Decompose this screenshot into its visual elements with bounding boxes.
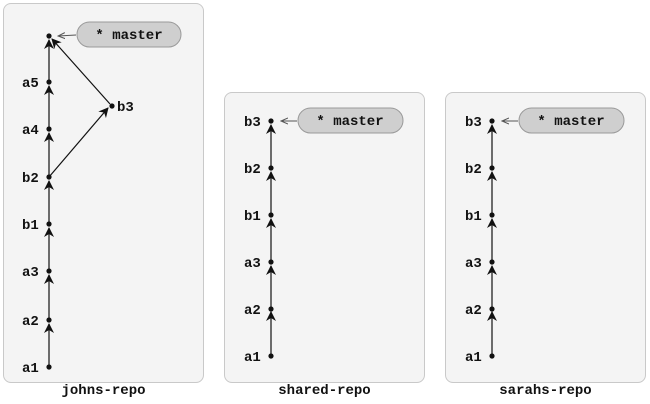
branch-pointer-arrow (58, 35, 77, 36)
commit-dot (46, 79, 52, 85)
commit-dot (268, 118, 274, 124)
branch-badge-label: * master (537, 114, 604, 130)
commit-dot (46, 174, 52, 180)
commit-label: a3 (244, 256, 261, 272)
commit-label: b3 (244, 115, 261, 131)
edge-b3-merge (51, 38, 111, 105)
shared-repo-graph: a1 a2 a3 b1 b2 b3 * master (244, 107, 404, 366)
commit-label: a1 (244, 350, 261, 366)
commit-label: b1 (465, 209, 482, 225)
commit-dot (268, 306, 274, 312)
commit-dot (489, 306, 495, 312)
commit-label: a2 (22, 314, 39, 330)
sarahs-repo-graph: a1 a2 a3 b1 b2 b3 * master (465, 107, 625, 366)
commit-dot (46, 364, 52, 370)
shared-repo-panel (224, 92, 425, 383)
branch-badge (297, 107, 404, 134)
sarahs-repo-panel (445, 92, 646, 383)
commit-label: a1 (465, 350, 482, 366)
commit-dot (489, 118, 495, 124)
commit-dot (46, 126, 52, 132)
repo-caption-johns: johns-repo (61, 383, 146, 399)
commit-label: b2 (244, 162, 261, 178)
johns-repo-panel (3, 3, 204, 383)
commit-label: a3 (22, 265, 39, 281)
commit-label: b3 (465, 115, 482, 131)
repo-caption-sarahs: sarahs-repo (499, 383, 592, 399)
commit-label: b2 (22, 171, 39, 187)
commit-dot (268, 165, 274, 171)
johns-repo-graph: a1 a2 a3 b1 b2 a4 a5 b3 * master (22, 21, 182, 377)
commit-dot (46, 268, 52, 274)
branch-badge (518, 107, 625, 134)
commit-label: a2 (244, 303, 261, 319)
commit-label: a5 (22, 76, 39, 92)
branch-badge-label: * master (316, 114, 383, 130)
commit-dot (489, 165, 495, 171)
repo-caption-shared: shared-repo (278, 383, 371, 399)
commit-dot (489, 353, 495, 359)
edge-b2-b3 (48, 107, 109, 178)
commit-label: a2 (465, 303, 482, 319)
commit-label: b3 (117, 100, 134, 116)
commit-label: a3 (465, 256, 482, 272)
branch-badge (76, 21, 182, 48)
commit-dot (46, 317, 52, 323)
commit-label: a1 (22, 361, 39, 377)
commit-label: b1 (244, 209, 261, 225)
commit-dot (46, 221, 52, 227)
commit-dot (268, 259, 274, 265)
commit-label: a4 (22, 123, 39, 139)
commit-dot (109, 103, 115, 109)
merge-commit-dot (46, 33, 52, 39)
branch-badge-label: * master (95, 28, 162, 44)
commit-label: b2 (465, 162, 482, 178)
commit-label: b1 (22, 218, 39, 234)
commit-dot (489, 212, 495, 218)
commit-dot (268, 212, 274, 218)
commit-dot (489, 259, 495, 265)
commit-dot (268, 353, 274, 359)
